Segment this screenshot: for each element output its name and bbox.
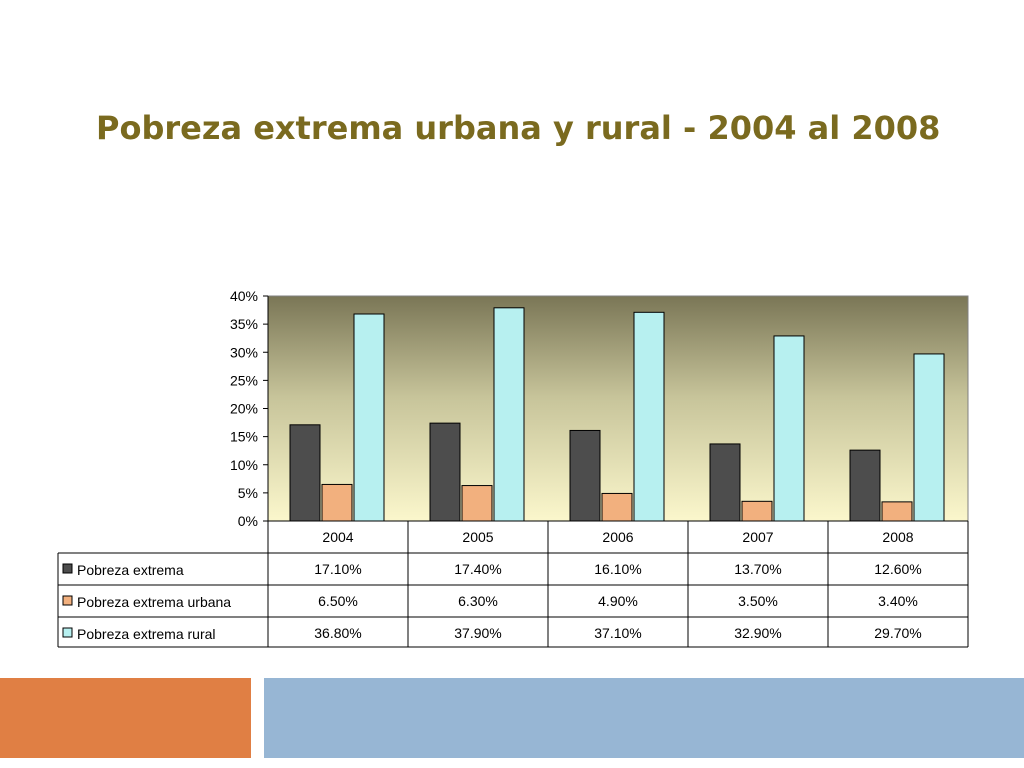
x-category-label: 2005 <box>462 529 493 545</box>
legend-label: Pobreza extrema <box>77 562 184 578</box>
y-tick-label: 5% <box>238 485 258 501</box>
data-label: 37.90% <box>454 625 501 641</box>
x-category-label: 2004 <box>322 529 353 545</box>
data-label: 3.50% <box>738 593 778 609</box>
legend-label: Pobreza extrema rural <box>77 626 216 642</box>
x-category-label: 2006 <box>602 529 633 545</box>
data-label: 29.70% <box>874 625 921 641</box>
bar-pobreza-extrema-urbana-2004 <box>321 483 353 522</box>
bar-pobreza-extrema-2004 <box>289 424 321 522</box>
data-label: 17.10% <box>314 561 361 577</box>
y-tick-label: 30% <box>230 344 258 360</box>
y-tick-label: 35% <box>230 316 258 332</box>
legend-swatch <box>62 627 73 638</box>
y-tick-label: 10% <box>230 457 258 473</box>
x-category-label: 2007 <box>742 529 773 545</box>
data-label: 37.10% <box>594 625 641 641</box>
y-tick-label: 40% <box>230 288 258 304</box>
y-axis: 0% 5% 10% 15% 20% 25% 30% 35% 40% <box>230 288 269 529</box>
y-tick-label: 25% <box>230 372 258 388</box>
data-label: 4.90% <box>598 593 638 609</box>
x-category-label: 2008 <box>882 529 913 545</box>
data-label: 36.80% <box>314 625 361 641</box>
legend-label: Pobreza extrema urbana <box>77 594 231 610</box>
bar-pobreza-extrema-rural-2004 <box>353 313 385 522</box>
legend-swatch <box>62 563 73 574</box>
y-tick-label: 0% <box>238 513 258 529</box>
bar-pobreza-extrema-2005 <box>429 422 461 522</box>
bar-pobreza-extrema-urbana-2008 <box>881 501 913 522</box>
y-tick-label: 20% <box>230 401 258 417</box>
bars <box>289 307 945 522</box>
data-label: 12.60% <box>874 561 921 577</box>
data-label: 13.70% <box>734 561 781 577</box>
bar-pobreza-extrema-2008 <box>849 449 881 522</box>
bar-pobreza-extrema-rural-2005 <box>493 307 525 522</box>
data-label: 32.90% <box>734 625 781 641</box>
data-label: 3.40% <box>878 593 918 609</box>
data-label: 17.40% <box>454 561 501 577</box>
slide-title: Pobreza extrema urbana y rural - 2004 al… <box>96 109 941 147</box>
footer-bar-left <box>0 678 251 758</box>
bar-pobreza-extrema-urbana-2005 <box>461 485 493 522</box>
bar-pobreza-extrema-2007 <box>709 443 741 522</box>
footer-bar-right <box>264 678 1024 758</box>
data-label: 16.10% <box>594 561 641 577</box>
data-label: 6.30% <box>458 593 498 609</box>
bar-pobreza-extrema-2006 <box>569 429 601 522</box>
y-tick-label: 15% <box>230 429 258 445</box>
bar-pobreza-extrema-rural-2007 <box>773 335 805 522</box>
bar-pobreza-extrema-rural-2008 <box>913 353 945 522</box>
bar-pobreza-extrema-rural-2006 <box>633 311 665 522</box>
data-table: 2004 2005 2006 2007 2008 Pobreza extrema 17.10… <box>57 520 969 648</box>
legend-swatch <box>62 595 73 606</box>
data-label: 6.50% <box>318 593 358 609</box>
bar-pobreza-extrema-urbana-2007 <box>741 500 773 522</box>
bar-pobreza-extrema-urbana-2006 <box>601 492 633 522</box>
